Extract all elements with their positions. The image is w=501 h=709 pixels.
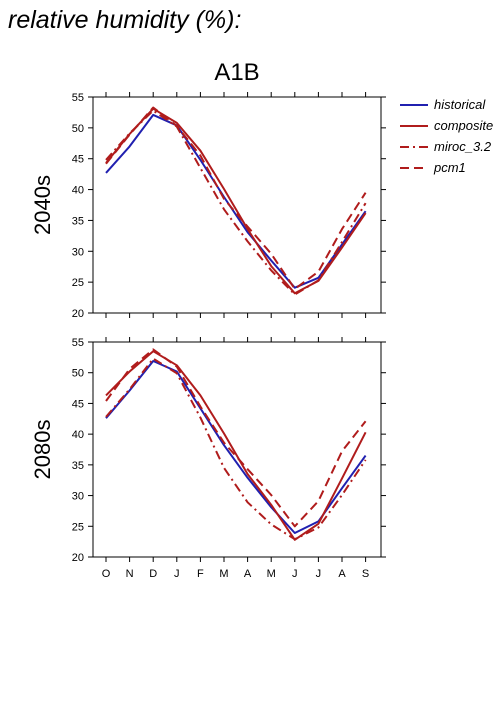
y-tick-label: 35 (72, 215, 84, 227)
x-tick-label: J (174, 568, 180, 580)
x-tick-label: M (219, 568, 228, 580)
panel-frame (92, 96, 382, 314)
x-tick-label: A (338, 568, 346, 580)
x-tick-label: N (126, 568, 134, 580)
x-tick-label: D (149, 568, 157, 580)
legend-label: miroc_3.2 (434, 139, 492, 154)
series-line-historical (105, 113, 367, 289)
page-title: relative humidity (%): (8, 6, 242, 34)
y-tick-label: 55 (72, 337, 84, 349)
y-tick-label: 35 (72, 460, 84, 472)
y-tick-label: 40 (72, 429, 84, 441)
x-tick-label: J (292, 568, 298, 580)
y-tick-label: 25 (72, 277, 84, 289)
series-line-pcm1 (105, 348, 367, 528)
legend-label: historical (434, 97, 486, 112)
x-tick-label: J (316, 568, 322, 580)
y-tick-label: 55 (72, 92, 84, 104)
panel-frame (92, 341, 382, 558)
series-line-pcm1 (105, 106, 367, 290)
y-tick-label: 40 (72, 185, 84, 197)
y-tick-label: 20 (72, 552, 84, 564)
y-tick-label: 30 (72, 246, 84, 258)
series-line-composite (105, 350, 367, 541)
y-tick-label: 25 (72, 521, 84, 533)
legend-label: pcm1 (433, 160, 466, 175)
y-tick-label: 20 (72, 308, 84, 320)
scenario-label: A1B (214, 59, 259, 86)
y-tick-label: 45 (72, 154, 84, 166)
legend-label: composite (434, 118, 493, 133)
x-tick-label: A (244, 568, 252, 580)
x-tick-label: O (102, 568, 111, 580)
x-tick-label: F (197, 568, 204, 580)
y-tick-label: 50 (72, 368, 84, 380)
panel-label: 2080s (30, 420, 55, 480)
y-tick-label: 50 (72, 123, 84, 135)
panel-label: 2040s (30, 175, 55, 235)
series-line-miroc-3-2 (105, 357, 367, 541)
x-tick-label: S (362, 568, 369, 580)
series-line-miroc-3-2 (105, 109, 367, 296)
y-tick-label: 30 (72, 491, 84, 503)
y-tick-label: 45 (72, 398, 84, 410)
x-tick-label: M (267, 568, 276, 580)
